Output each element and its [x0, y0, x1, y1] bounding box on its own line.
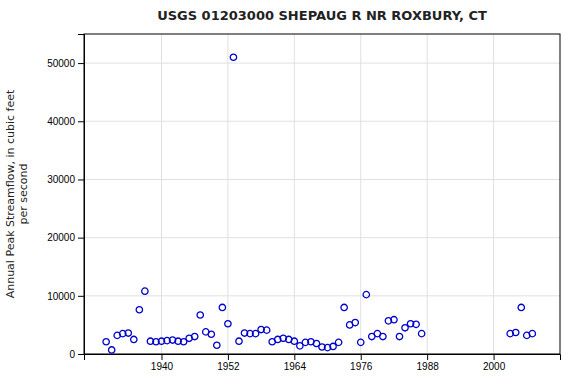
point [219, 304, 225, 310]
axis-line [85, 355, 561, 361]
point [418, 330, 424, 336]
grid-line [84, 295, 560, 296]
tick-label: 20000 [47, 232, 75, 243]
tick: 1988 [417, 354, 440, 372]
point [358, 339, 364, 345]
tick-mark [161, 354, 162, 360]
point [518, 304, 524, 310]
title: USGS 01203000 SHEPAUG R NR ROXBURY, CT [157, 8, 487, 23]
tick-label: 0 [69, 349, 75, 360]
point [263, 327, 269, 333]
point [391, 316, 397, 322]
point [103, 339, 109, 345]
grid-line [84, 121, 560, 122]
point [396, 333, 402, 339]
point [413, 321, 419, 327]
point [341, 304, 347, 310]
chart: 1940195219641976198820000100002000030000… [0, 0, 576, 384]
tick: 1952 [217, 354, 240, 372]
tick: 1976 [350, 354, 373, 372]
tick-mark [361, 354, 362, 360]
tick-mark [427, 354, 428, 360]
grid-line [493, 34, 494, 354]
tick-label: 50000 [47, 58, 75, 69]
point [352, 319, 358, 325]
point [230, 54, 236, 60]
grid-line [84, 63, 560, 64]
tick: 1964 [284, 354, 307, 372]
grid-line [294, 34, 295, 354]
point [142, 288, 148, 294]
grid-line [360, 34, 361, 354]
point [225, 321, 231, 327]
tick-mark [78, 63, 84, 64]
plot-area: 1940195219641976198820000100002000030000… [47, 34, 560, 372]
point [380, 333, 386, 339]
tick: 10000 [47, 291, 84, 302]
x-axis: 1940 1952 1964 1976 1988 2000 [85, 354, 561, 372]
point [208, 331, 214, 337]
axis-line [78, 35, 85, 355]
tick-mark [78, 238, 84, 239]
tick-mark [78, 179, 84, 180]
tick-label: 2000 [483, 361, 506, 372]
point [125, 330, 131, 336]
point [108, 347, 114, 353]
point [363, 291, 369, 297]
tick: 40000 [47, 116, 84, 127]
grid-line [84, 179, 560, 180]
grid-line [84, 237, 560, 238]
tick-label: 1940 [151, 361, 174, 372]
tick-label: 1976 [350, 361, 373, 372]
tick-label: 1964 [284, 361, 307, 372]
grid-line [427, 34, 428, 354]
tick-mark [78, 354, 84, 355]
grid [84, 34, 560, 354]
tick-label: 10000 [47, 291, 75, 302]
tick: 50000 [47, 58, 84, 69]
point [214, 342, 220, 348]
point [136, 307, 142, 313]
point [192, 333, 198, 339]
tick-label: 30000 [47, 174, 75, 185]
point [291, 338, 297, 344]
tick-mark [294, 354, 295, 360]
point [197, 312, 203, 318]
tick-label: 1988 [417, 361, 440, 372]
tick: 2000 [483, 354, 506, 372]
grid-line [227, 34, 228, 354]
tick: 0 [69, 349, 84, 360]
points [103, 54, 536, 353]
point [335, 339, 341, 345]
plot-frame [84, 34, 560, 354]
tick: 30000 [47, 174, 84, 185]
tick-mark [78, 121, 84, 122]
point [529, 330, 535, 336]
point [513, 329, 519, 335]
point [131, 336, 137, 342]
y-axis-title: Annual Peak Streamflow, in cubic feetper… [4, 89, 30, 298]
y-axis: 0 10000 20000 30000 40000 50000 [47, 35, 84, 360]
tick-label: 1952 [217, 361, 240, 372]
tick: 1940 [151, 354, 174, 372]
tick-label: 40000 [47, 116, 75, 127]
tick-mark [228, 354, 229, 360]
point [236, 338, 242, 344]
tick: 20000 [47, 232, 84, 243]
tick-mark [494, 354, 495, 360]
tick-mark [78, 296, 84, 297]
grid-line [161, 34, 162, 354]
